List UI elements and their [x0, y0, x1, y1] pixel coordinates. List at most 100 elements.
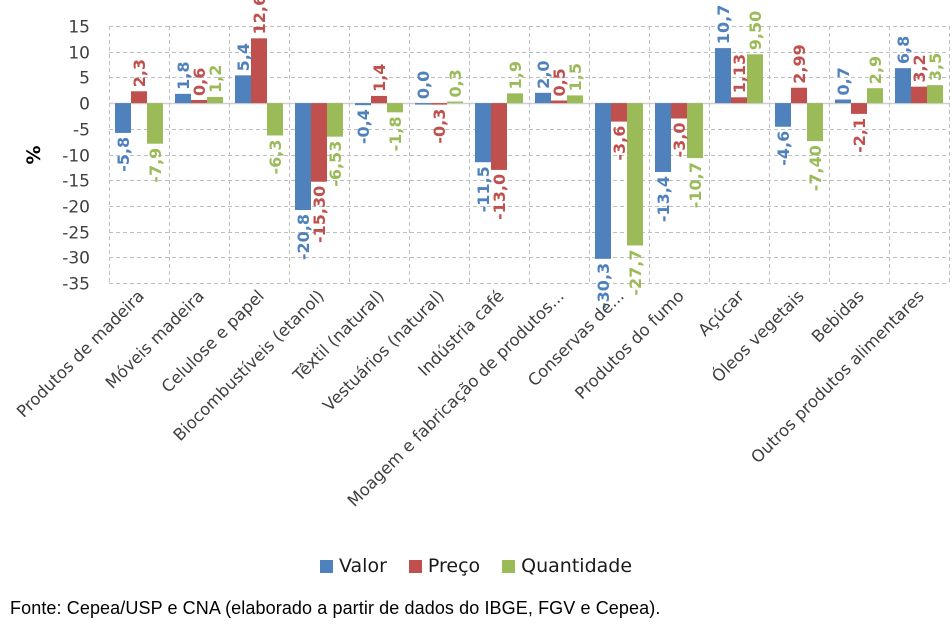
- bar-preo: [551, 100, 567, 104]
- y-tick-label: -5: [73, 121, 90, 141]
- data-label: -1,8: [386, 116, 405, 151]
- bar-quantidade: [687, 103, 703, 159]
- data-label: -6,3: [266, 139, 285, 174]
- y-tick-label: -25: [62, 224, 90, 244]
- y-tick-label: 15: [68, 18, 90, 38]
- bar-quantidade: [567, 95, 583, 104]
- source-note: Fonte: Cepea/USP e CNA (elaborado a part…: [10, 598, 661, 618]
- data-label: 12,6: [250, 0, 269, 34]
- legend-item-quantidade: Quantidade: [502, 555, 632, 577]
- data-label: 1,9: [506, 61, 525, 89]
- legend-label-preco: Preço: [427, 555, 481, 577]
- bar-valor: [355, 103, 371, 106]
- bar-preo: [611, 103, 627, 122]
- data-label: 1,4: [370, 64, 389, 92]
- bar-preo: [491, 103, 507, 170]
- data-label: 0,7: [834, 67, 853, 95]
- legend: Valor Preço Quantidade: [320, 555, 632, 577]
- bar-preo: [431, 103, 447, 105]
- bar-quantidade: [927, 85, 943, 104]
- bar-preo: [191, 100, 207, 104]
- data-label: 2,9: [866, 56, 885, 84]
- bar-quantidade: [327, 103, 343, 137]
- data-label: -5,8: [114, 137, 133, 172]
- bar-valor: [295, 103, 311, 211]
- data-label: -13,4: [654, 176, 673, 222]
- bar-preo: [311, 103, 327, 182]
- data-label: 6,8: [894, 36, 913, 64]
- data-label: 3,5: [926, 53, 945, 81]
- bar-valor: [775, 103, 791, 127]
- bar-preo: [731, 97, 747, 104]
- data-label: 2,0: [534, 60, 553, 88]
- bar-quantidade: [507, 93, 523, 104]
- data-label: -4,6: [774, 131, 793, 166]
- bar-valor: [655, 103, 671, 172]
- bar-chart: 15 10 5 0 -5 -10 -15 -20 -25 -30 -35 -5,8 1,8 5,4 -20…: [13, 0, 950, 511]
- legend-swatch-preco: [408, 559, 422, 573]
- bar-preo: [251, 38, 267, 104]
- data-label: 10,7: [714, 5, 733, 44]
- bar-quantidade: [807, 103, 823, 142]
- data-label: 9,50: [746, 11, 765, 50]
- data-label: -10,7: [686, 162, 705, 208]
- data-label: -30,3: [594, 263, 613, 309]
- data-label: 0,3: [446, 69, 465, 97]
- y-tick-label: 0: [79, 95, 90, 115]
- bar-valor: [835, 99, 851, 104]
- bar-valor: [175, 93, 191, 104]
- bar-valor: [475, 103, 491, 163]
- data-label: 1,2: [206, 65, 225, 93]
- bar-valor: [595, 103, 611, 259]
- x-tick-label: Vestuários (natural): [319, 286, 448, 415]
- data-label: -3,0: [670, 123, 689, 158]
- y-axis-title: %: [23, 145, 45, 164]
- y-tick-label: -35: [62, 275, 90, 295]
- bar-preo: [791, 87, 807, 104]
- data-label: 1,5: [566, 63, 585, 91]
- bar-valor: [115, 103, 131, 133]
- data-label: -20,8: [294, 214, 313, 260]
- data-label: 3,2: [910, 54, 929, 82]
- y-tick-label: 5: [79, 69, 90, 89]
- data-label: 0,0: [414, 71, 433, 99]
- bar-valor: [895, 68, 911, 104]
- bar-preo: [851, 103, 867, 114]
- bar-valor: [535, 92, 551, 104]
- data-label: -0,4: [354, 109, 373, 144]
- bar-preo: [131, 91, 147, 104]
- bar-quantidade: [627, 103, 643, 246]
- legend-item-valor: Valor: [320, 555, 387, 577]
- y-tick-label: -15: [62, 172, 90, 192]
- y-tick-label: -20: [62, 198, 90, 218]
- gridlines: [109, 26, 950, 284]
- bar-valor: [235, 75, 251, 104]
- data-label: -7,9: [146, 148, 165, 183]
- y-tick-label: 10: [68, 44, 90, 64]
- data-label: -13,0: [490, 174, 509, 220]
- bars: [115, 38, 943, 259]
- legend-item-preco: Preço: [408, 555, 481, 577]
- data-labels: -5,8 1,8 5,4 -20,8 -0,4 0,0 -11,5 2,0 -30,3 -13,4…: [114, 0, 945, 309]
- data-label: -2,1: [850, 118, 869, 153]
- data-label: -27,7: [626, 249, 645, 295]
- bar-preo: [911, 86, 927, 104]
- bar-quantidade: [867, 88, 883, 104]
- bar-preo: [671, 103, 687, 119]
- bar-quantidade: [267, 103, 283, 136]
- data-label: -7,40: [806, 145, 825, 191]
- data-label: -11,5: [474, 166, 493, 212]
- data-label: 0,5: [550, 68, 569, 96]
- data-label: -0,3: [430, 109, 449, 144]
- bar-quantidade: [147, 103, 163, 144]
- bar-valor: [715, 48, 731, 104]
- x-tick-label: Bebidas: [808, 286, 868, 346]
- x-tick-label: Produtos do fumo: [571, 286, 688, 403]
- legend-swatch-valor: [320, 559, 333, 573]
- data-label: -15,30: [310, 186, 329, 243]
- legend-label-quantidade: Quantidade: [521, 555, 633, 577]
- x-tick-label: Moagem e fabricação de produtos...: [344, 286, 568, 510]
- x-tick-label: Açúcar: [694, 286, 748, 340]
- y-tick-label: -30: [62, 249, 90, 269]
